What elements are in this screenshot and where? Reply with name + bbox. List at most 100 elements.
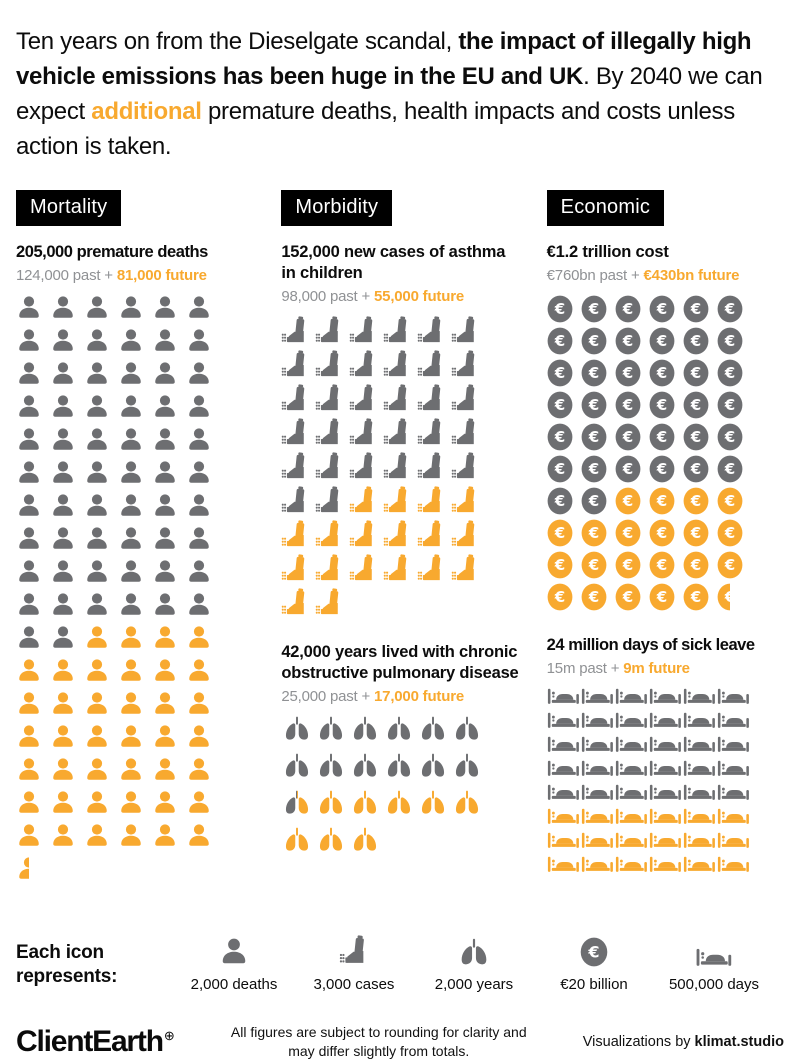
person-icon — [84, 328, 118, 361]
svg-text:€: € — [621, 492, 632, 510]
euro-icon: € — [581, 519, 615, 551]
euro-icon: € — [547, 359, 581, 391]
person-icon — [84, 295, 118, 328]
person-icon — [219, 931, 249, 967]
person-icon — [186, 427, 220, 460]
svg-text:€: € — [553, 556, 564, 574]
sickleave-pictogram — [547, 688, 784, 880]
svg-text:€: € — [723, 460, 734, 478]
svg-text:€: € — [689, 396, 700, 414]
bed-icon — [581, 808, 615, 832]
bed-icon — [717, 808, 751, 832]
sickleave-past-value: 15m past + — [546, 660, 624, 677]
svg-text:€: € — [723, 300, 734, 318]
bed-icon — [683, 832, 717, 856]
inhaler-icon — [383, 384, 417, 418]
bed-icon — [649, 856, 683, 880]
inhaler-icon — [281, 486, 315, 520]
person-icon — [16, 724, 50, 757]
bed-icon — [615, 736, 649, 760]
euro-icon: € — [547, 327, 581, 359]
bed-icon — [581, 736, 615, 760]
inhaler-icon — [383, 316, 417, 350]
svg-text:€: € — [587, 524, 598, 542]
inhaler-icon — [349, 316, 383, 350]
cost-future-value: €430bn future — [643, 267, 740, 284]
globe-icon: ⊕ — [163, 1028, 175, 1043]
inhaler-icon — [383, 520, 417, 554]
euro-icon: € — [717, 359, 751, 391]
lungs-icon — [383, 753, 417, 790]
person-icon — [16, 823, 50, 856]
euro-icon: € — [683, 583, 717, 615]
person-icon — [84, 427, 118, 460]
euro-icon: € — [615, 583, 649, 615]
bed-icon — [649, 832, 683, 856]
person-icon — [186, 328, 220, 361]
inhaler-icon — [349, 554, 383, 588]
person-icon — [84, 625, 118, 658]
bed-icon — [615, 856, 649, 880]
inhaler-icon — [451, 316, 485, 350]
bed-icon — [581, 784, 615, 808]
lungs-icon — [315, 716, 349, 753]
person-icon — [118, 658, 152, 691]
svg-text:€: € — [655, 428, 666, 446]
cost-past-value: €760bn past + — [546, 267, 644, 284]
lungs-icon — [281, 827, 315, 864]
person-icon — [50, 724, 84, 757]
bed-icon — [547, 856, 581, 880]
svg-text:€: € — [655, 524, 666, 542]
bed-icon — [615, 808, 649, 832]
svg-text:€: € — [553, 364, 564, 382]
person-icon — [50, 394, 84, 427]
euro-icon: € — [717, 583, 751, 615]
inhaler-icon — [349, 486, 383, 520]
person-icon — [50, 691, 84, 724]
infographic-page: Ten years on from the Dieselgate scandal… — [16, 28, 784, 1059]
legend-label: Each icon represents: — [16, 942, 118, 987]
lungs-icon — [315, 790, 349, 827]
person-icon — [152, 394, 186, 427]
copd-subtitle: 25,000 past + 17,000 future — [281, 687, 518, 706]
svg-text:€: € — [553, 492, 564, 510]
inhaler-icon — [281, 520, 315, 554]
visualization-credit: Visualizations by klimat.studio — [583, 1034, 784, 1050]
svg-text:€: € — [553, 588, 564, 606]
svg-text:€: € — [723, 492, 734, 510]
inhaler-icon — [281, 588, 315, 622]
svg-text:€: € — [655, 364, 666, 382]
sickleave-title: 24 million days of sick leave — [546, 636, 755, 654]
svg-text:€: € — [689, 460, 700, 478]
inhaler-icon — [383, 486, 417, 520]
svg-text:€: € — [587, 300, 598, 318]
euro-icon: € — [581, 295, 615, 327]
person-icon — [186, 361, 220, 394]
svg-text:€: € — [723, 364, 734, 382]
svg-text:€: € — [723, 556, 734, 574]
euro-icon: € — [683, 359, 717, 391]
legend-item-cases: 3,000 cases — [306, 931, 402, 993]
asthma-subtitle: 98,000 past + 55,000 future — [281, 287, 518, 306]
euro-icon: € — [581, 359, 615, 391]
svg-text:€: € — [655, 460, 666, 478]
person-icon — [50, 823, 84, 856]
person-icon — [84, 823, 118, 856]
person-icon — [50, 592, 84, 625]
svg-text:€: € — [587, 588, 598, 606]
euro-icon: € — [717, 391, 751, 423]
euro-icon: € — [717, 487, 751, 519]
inhaler-icon — [281, 452, 315, 486]
person-icon — [118, 460, 152, 493]
person-icon — [84, 592, 118, 625]
svg-text:€: € — [655, 556, 666, 574]
svg-text:€: € — [553, 396, 564, 414]
svg-text:€: € — [689, 300, 700, 318]
person-icon — [152, 790, 186, 823]
lungs-icon — [451, 790, 485, 827]
svg-text:€: € — [689, 428, 700, 446]
person-icon — [16, 328, 50, 361]
svg-text:€: € — [723, 332, 734, 350]
person-icon — [84, 724, 118, 757]
euro-icon: € — [649, 295, 683, 327]
